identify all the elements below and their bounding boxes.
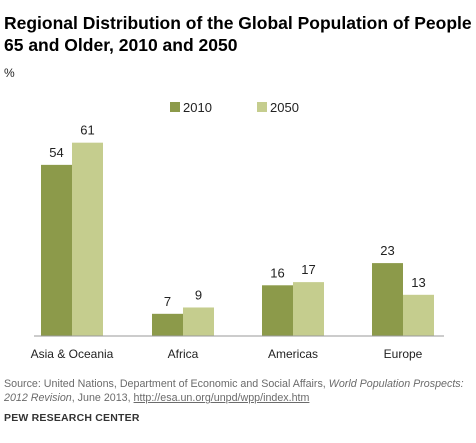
data-label: 17	[301, 262, 315, 277]
legend-label-2050: 2050	[270, 100, 299, 115]
category-label: Africa	[168, 347, 199, 361]
legend-swatch-2050	[257, 102, 267, 112]
data-label: 16	[270, 265, 284, 280]
category-label: Europe	[384, 347, 423, 361]
bar-2010	[41, 164, 72, 336]
legend-label-2010: 2010	[183, 100, 212, 115]
source-publication: World Population Prospects: 2012 Revisio…	[4, 378, 464, 404]
chart-title: Regional Distribution of the Global Popu…	[4, 13, 472, 55]
data-label: 9	[195, 287, 202, 302]
bar-2050	[72, 142, 103, 336]
source-link[interactable]: http://esa.un.org/unpd/wpp/index.htm	[133, 392, 310, 404]
bars: 54 61 7 9 16 17 23 13	[41, 123, 434, 336]
category-label: Americas	[268, 347, 318, 361]
bar-2010	[262, 285, 293, 336]
credit-label: PEW RESEARCH CENTER	[4, 412, 140, 424]
category-labels: Asia & Oceania Africa Americas Europe	[31, 347, 423, 361]
data-label: 13	[411, 275, 425, 290]
source-note: Source: United Nations, Department of Ec…	[4, 377, 474, 405]
data-label: 23	[380, 243, 394, 258]
source-prefix: Source: United Nations, Department of Ec…	[4, 378, 329, 390]
bar-chart: 2010 2050 54 61 7 9 16 17 23 13 Asia & Oceania Af…	[31, 100, 444, 361]
data-label: 7	[164, 294, 171, 309]
legend-swatch-2010	[170, 102, 180, 112]
bar-2050	[183, 307, 214, 336]
source-middle: , June 2013,	[71, 392, 134, 404]
unit-label: %	[4, 66, 15, 80]
bar-2050	[293, 282, 324, 336]
bar-2010	[152, 313, 183, 336]
data-label: 61	[80, 123, 94, 138]
bar-2050	[403, 294, 434, 336]
legend: 2010 2050	[170, 100, 299, 115]
category-label: Asia & Oceania	[31, 347, 114, 361]
data-label: 54	[49, 145, 63, 160]
bar-2010	[372, 263, 403, 336]
